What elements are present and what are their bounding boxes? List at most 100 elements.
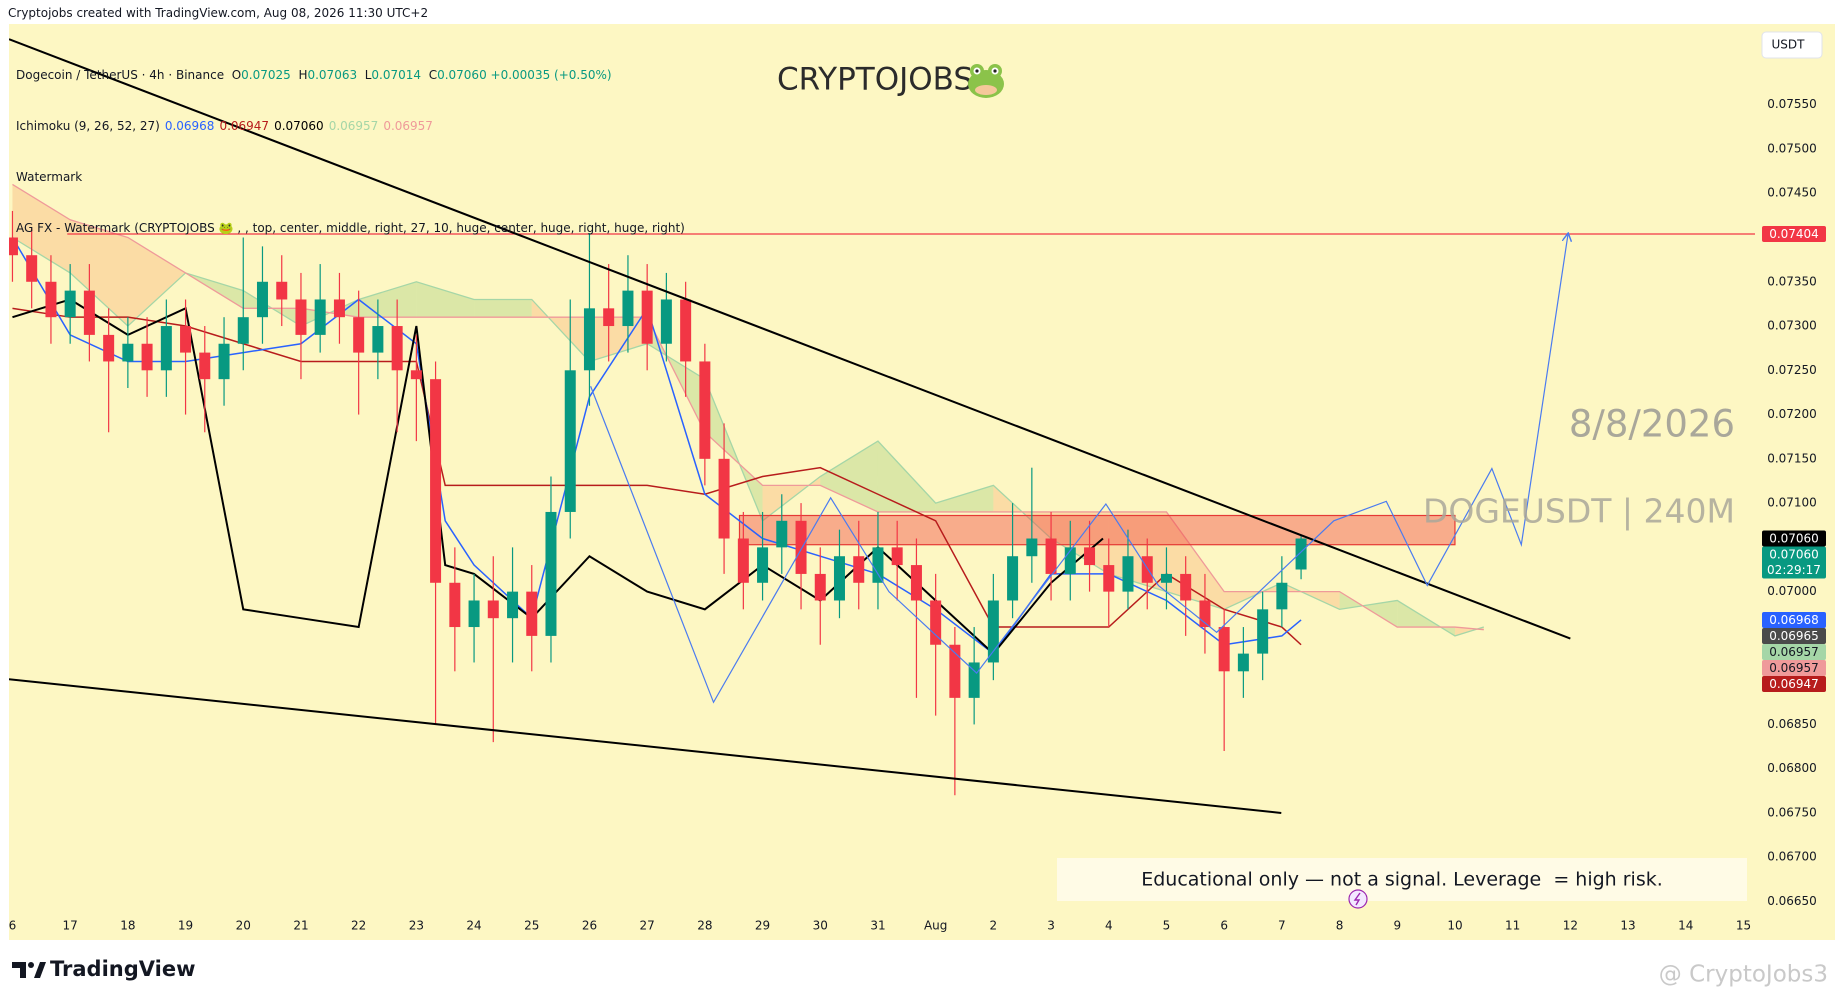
x-tick-label: 8 — [1336, 919, 1344, 933]
candle-body — [737, 538, 749, 583]
candle-body — [314, 299, 326, 335]
ohlc-value: 0.07060 — [437, 68, 487, 82]
trendline — [9, 678, 1282, 814]
cloud-segment — [935, 485, 994, 512]
candle-body — [256, 281, 268, 318]
candle-body — [160, 326, 172, 371]
price-label-box — [1762, 530, 1826, 547]
price-label-box — [1762, 675, 1826, 692]
event-icon-bolt — [1353, 892, 1361, 906]
x-tick-label: 26 — [582, 919, 597, 933]
candle-body — [218, 343, 230, 380]
candle-body — [1007, 556, 1019, 601]
candle-body — [1218, 627, 1230, 672]
x-tick-label: 22 — [351, 919, 366, 933]
symbol: Dogecoin / TetherUS · 4h · Binance — [16, 68, 225, 82]
x-tick-label: 15 — [1736, 919, 1751, 933]
currency-button[interactable] — [1761, 31, 1823, 59]
candle-body — [9, 237, 18, 256]
x-tick-label: 11 — [1505, 919, 1520, 933]
candle-body — [103, 334, 115, 362]
x-tick-label: 18 — [120, 919, 135, 933]
cloud-segment — [474, 299, 532, 318]
indicator-value: 0.07060 — [274, 119, 324, 133]
x-tick-label: 23 — [409, 919, 424, 933]
y-tick-label: 0.07450 — [1767, 186, 1817, 200]
ohlc-value: 0.07063 — [307, 68, 358, 82]
cloud-segment — [127, 237, 186, 327]
candle-body — [199, 352, 211, 380]
y-tick-label: 0.07350 — [1767, 274, 1817, 288]
candle-body — [1199, 600, 1211, 628]
cloud-segment — [820, 441, 878, 512]
x-tick-label: 3 — [1047, 919, 1055, 933]
candle-body — [603, 308, 615, 327]
candle-body — [487, 600, 499, 619]
candle-body — [680, 299, 692, 362]
price-label-box — [1762, 225, 1826, 242]
candle-body — [545, 511, 557, 636]
candle-body — [1295, 538, 1307, 570]
x-tick-label: 28 — [697, 919, 712, 933]
candle-body — [391, 326, 403, 371]
x-tick-label: 9 — [1393, 919, 1401, 933]
candle-body — [83, 290, 95, 335]
candle-body — [430, 379, 442, 583]
candle-body — [468, 600, 480, 628]
candle-body — [795, 520, 807, 574]
candle-body — [1237, 653, 1249, 672]
x-tick-label: 20 — [236, 919, 251, 933]
pair-watermark: DOGEUSDT | 240M — [1423, 492, 1735, 531]
price-label-box — [1762, 546, 1826, 579]
event-icon[interactable] — [1348, 889, 1368, 909]
candle-body — [853, 556, 865, 583]
candle-body — [872, 547, 884, 583]
resistance-zone — [738, 514, 1456, 546]
candle-body — [1180, 573, 1192, 601]
tradingview-logo — [12, 962, 46, 978]
plot-area — [9, 38, 1755, 814]
price-label-box — [1762, 659, 1826, 676]
x-tick-label: 21 — [293, 919, 308, 933]
y-tick-label: 0.07150 — [1767, 451, 1817, 465]
credit: Cryptojobs created with TradingView.com,… — [8, 6, 429, 20]
trendline — [9, 38, 1571, 640]
ohlc-value: 0.07014 — [371, 68, 422, 82]
price-label: 0.06947 — [1769, 677, 1819, 691]
candle-body — [718, 458, 730, 539]
y-tick-label: 0.07550 — [1767, 97, 1817, 111]
x-tick-label: 29 — [755, 919, 770, 933]
y-tick-label: 0.06800 — [1767, 761, 1817, 775]
price-label: 0.07060 — [1769, 532, 1819, 546]
candle-body — [814, 573, 826, 601]
candle-body — [564, 370, 576, 512]
projection-path — [590, 234, 1568, 704]
price-axis: 0.07550 0.07500 0.07450 0.07350 0.07300 0.072… — [9, 97, 1826, 933]
x-tick-label: 30 — [813, 919, 828, 933]
price-label: 0.07404 — [1769, 227, 1819, 241]
candle-body — [987, 600, 999, 663]
legend-symbol-row: Dogecoin / TetherUS · 4h · Binance O0.07… — [16, 67, 685, 84]
candle-body — [526, 591, 538, 636]
cloud-segment — [589, 317, 648, 362]
y-tick-label: 0.07000 — [1767, 584, 1817, 598]
indicator-value: 0.06947 — [219, 119, 270, 133]
x-tick-label: 6 — [9, 919, 17, 933]
ohlc-value: 0.07025 — [241, 68, 291, 82]
candle-body — [910, 565, 922, 601]
cloud-segment — [416, 281, 475, 318]
price-label: 0.07060 — [1769, 548, 1819, 562]
legend-watermark-settings: AG FX - Watermark (CRYPTOJOBS 🐸 , , top,… — [16, 221, 685, 235]
countdown: 02:29:17 — [1767, 563, 1821, 577]
y-tick-label: 0.07250 — [1767, 363, 1817, 377]
candle-body — [699, 361, 711, 459]
candle-body — [1064, 547, 1076, 574]
indicator-value: 0.06957 — [328, 119, 379, 133]
x-tick-label: Aug — [924, 919, 947, 933]
ohlc-key: C — [428, 68, 438, 82]
candle-body — [1026, 538, 1038, 557]
price-label: 0.06957 — [1769, 661, 1819, 675]
indicator: Ichimoku (9, 26, 52, 27) — [16, 119, 160, 133]
candle-body — [833, 556, 845, 601]
